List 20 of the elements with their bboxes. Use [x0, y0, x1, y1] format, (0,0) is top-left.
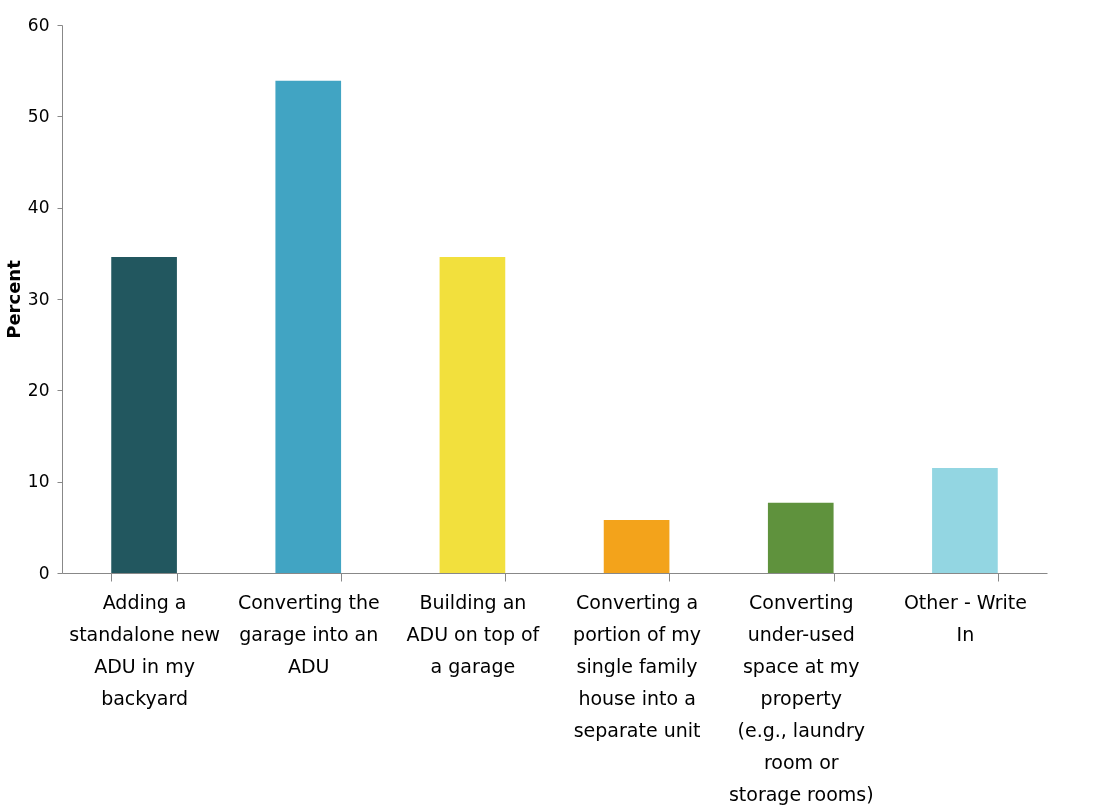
y-tick-label: 60	[27, 14, 50, 35]
y-tick-label: 30	[27, 288, 50, 309]
x-tick-label: Adding a standalone new ADU in my backyard	[69, 590, 220, 709]
bar	[275, 80, 342, 573]
bar	[439, 256, 506, 573]
bar	[603, 520, 670, 573]
x-tick-label: Building an ADU on top of a garage	[406, 590, 541, 677]
bar	[932, 467, 998, 573]
y-tick-label: 50	[27, 105, 50, 126]
x-tick-label: Other - Write In	[903, 590, 1027, 645]
y-axis-title: Percent	[2, 259, 24, 339]
y-tick-label: 0	[38, 562, 50, 583]
x-tick-label: Converting the garage into an ADU	[237, 590, 380, 677]
x-tick-label: Converting under-used space at my property (e.g., laundry room or storage rooms)	[728, 590, 874, 805]
bar	[111, 256, 177, 573]
x-tick-label: Converting a portion of my single family house into a separate unit	[573, 590, 702, 741]
bar	[767, 502, 834, 573]
y-tick-label: 20	[27, 379, 50, 400]
y-tick-label: 10	[27, 471, 50, 492]
y-tick-label: 40	[27, 197, 50, 218]
